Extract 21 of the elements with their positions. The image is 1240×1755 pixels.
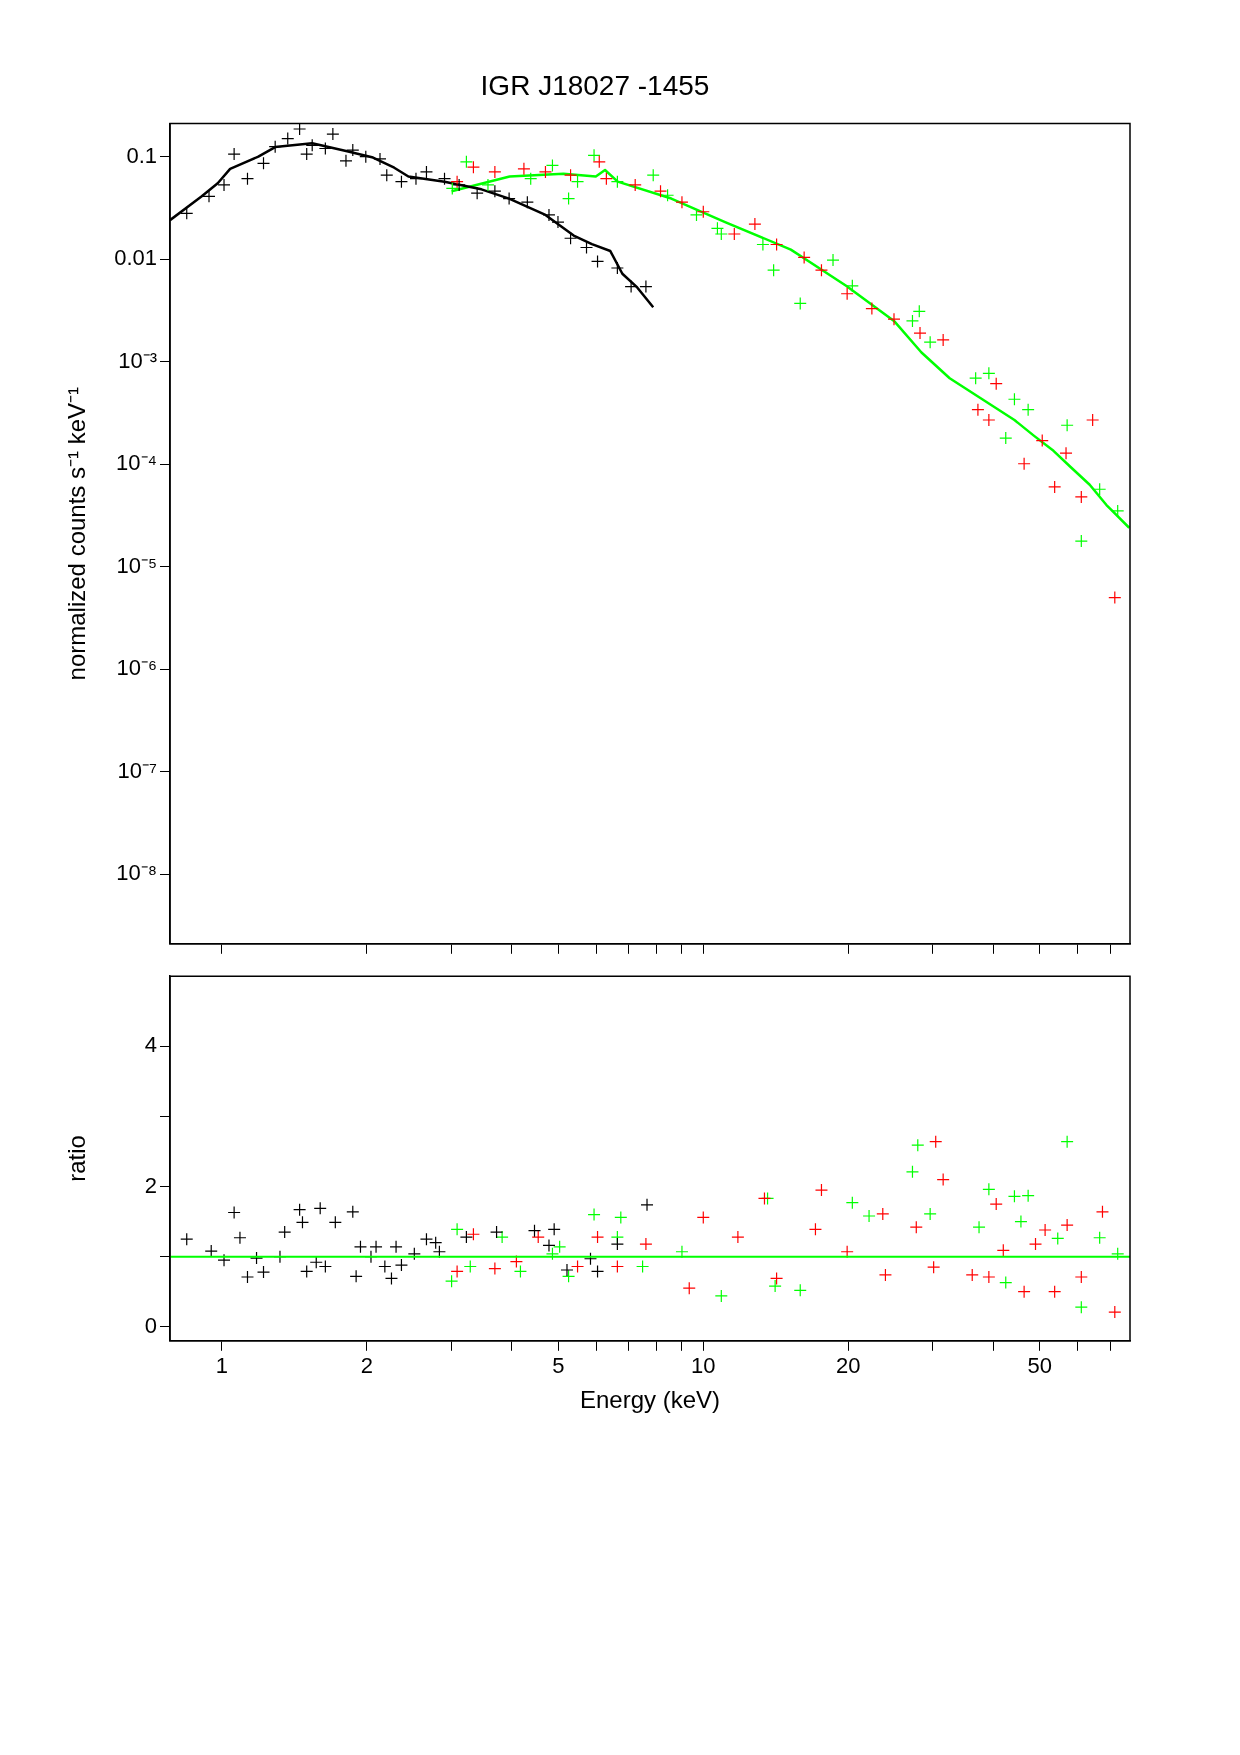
x-tick-label: 50 bbox=[1027, 1353, 1052, 1379]
y-tick-label: 4 bbox=[144, 1032, 157, 1058]
x-tick-label: 2 bbox=[360, 1353, 373, 1379]
x-tick-label: 20 bbox=[835, 1353, 861, 1379]
y-tick-label: 0.1 bbox=[126, 142, 157, 168]
y-tick-label: 10⁻⁶ bbox=[116, 655, 157, 681]
y-tick-label: 10⁻⁷ bbox=[117, 757, 158, 783]
y-tick-label: 10⁻⁴ bbox=[116, 450, 157, 476]
y-tick-label: 0.01 bbox=[114, 245, 157, 271]
y-tick-label: 0 bbox=[144, 1312, 157, 1338]
x-tick-label: 5 bbox=[552, 1353, 565, 1379]
y-tick-label: 2 bbox=[144, 1172, 157, 1198]
x-tick-label: 1 bbox=[215, 1353, 229, 1379]
x-axis-title: Energy (keV) bbox=[579, 1386, 721, 1414]
y-tick-label: 10⁻³ bbox=[118, 347, 157, 373]
y-tick-label: 10⁻⁵ bbox=[116, 552, 157, 578]
y-tick-label: 10⁻⁸ bbox=[116, 860, 157, 886]
x-tick-label: 10 bbox=[691, 1353, 716, 1379]
y-axis-title: ratio bbox=[63, 1135, 91, 1182]
chart-title: IGR J18027 -1455 bbox=[480, 69, 710, 101]
y-axis-title: normalized counts s⁻¹ keV⁻¹ bbox=[63, 386, 91, 681]
